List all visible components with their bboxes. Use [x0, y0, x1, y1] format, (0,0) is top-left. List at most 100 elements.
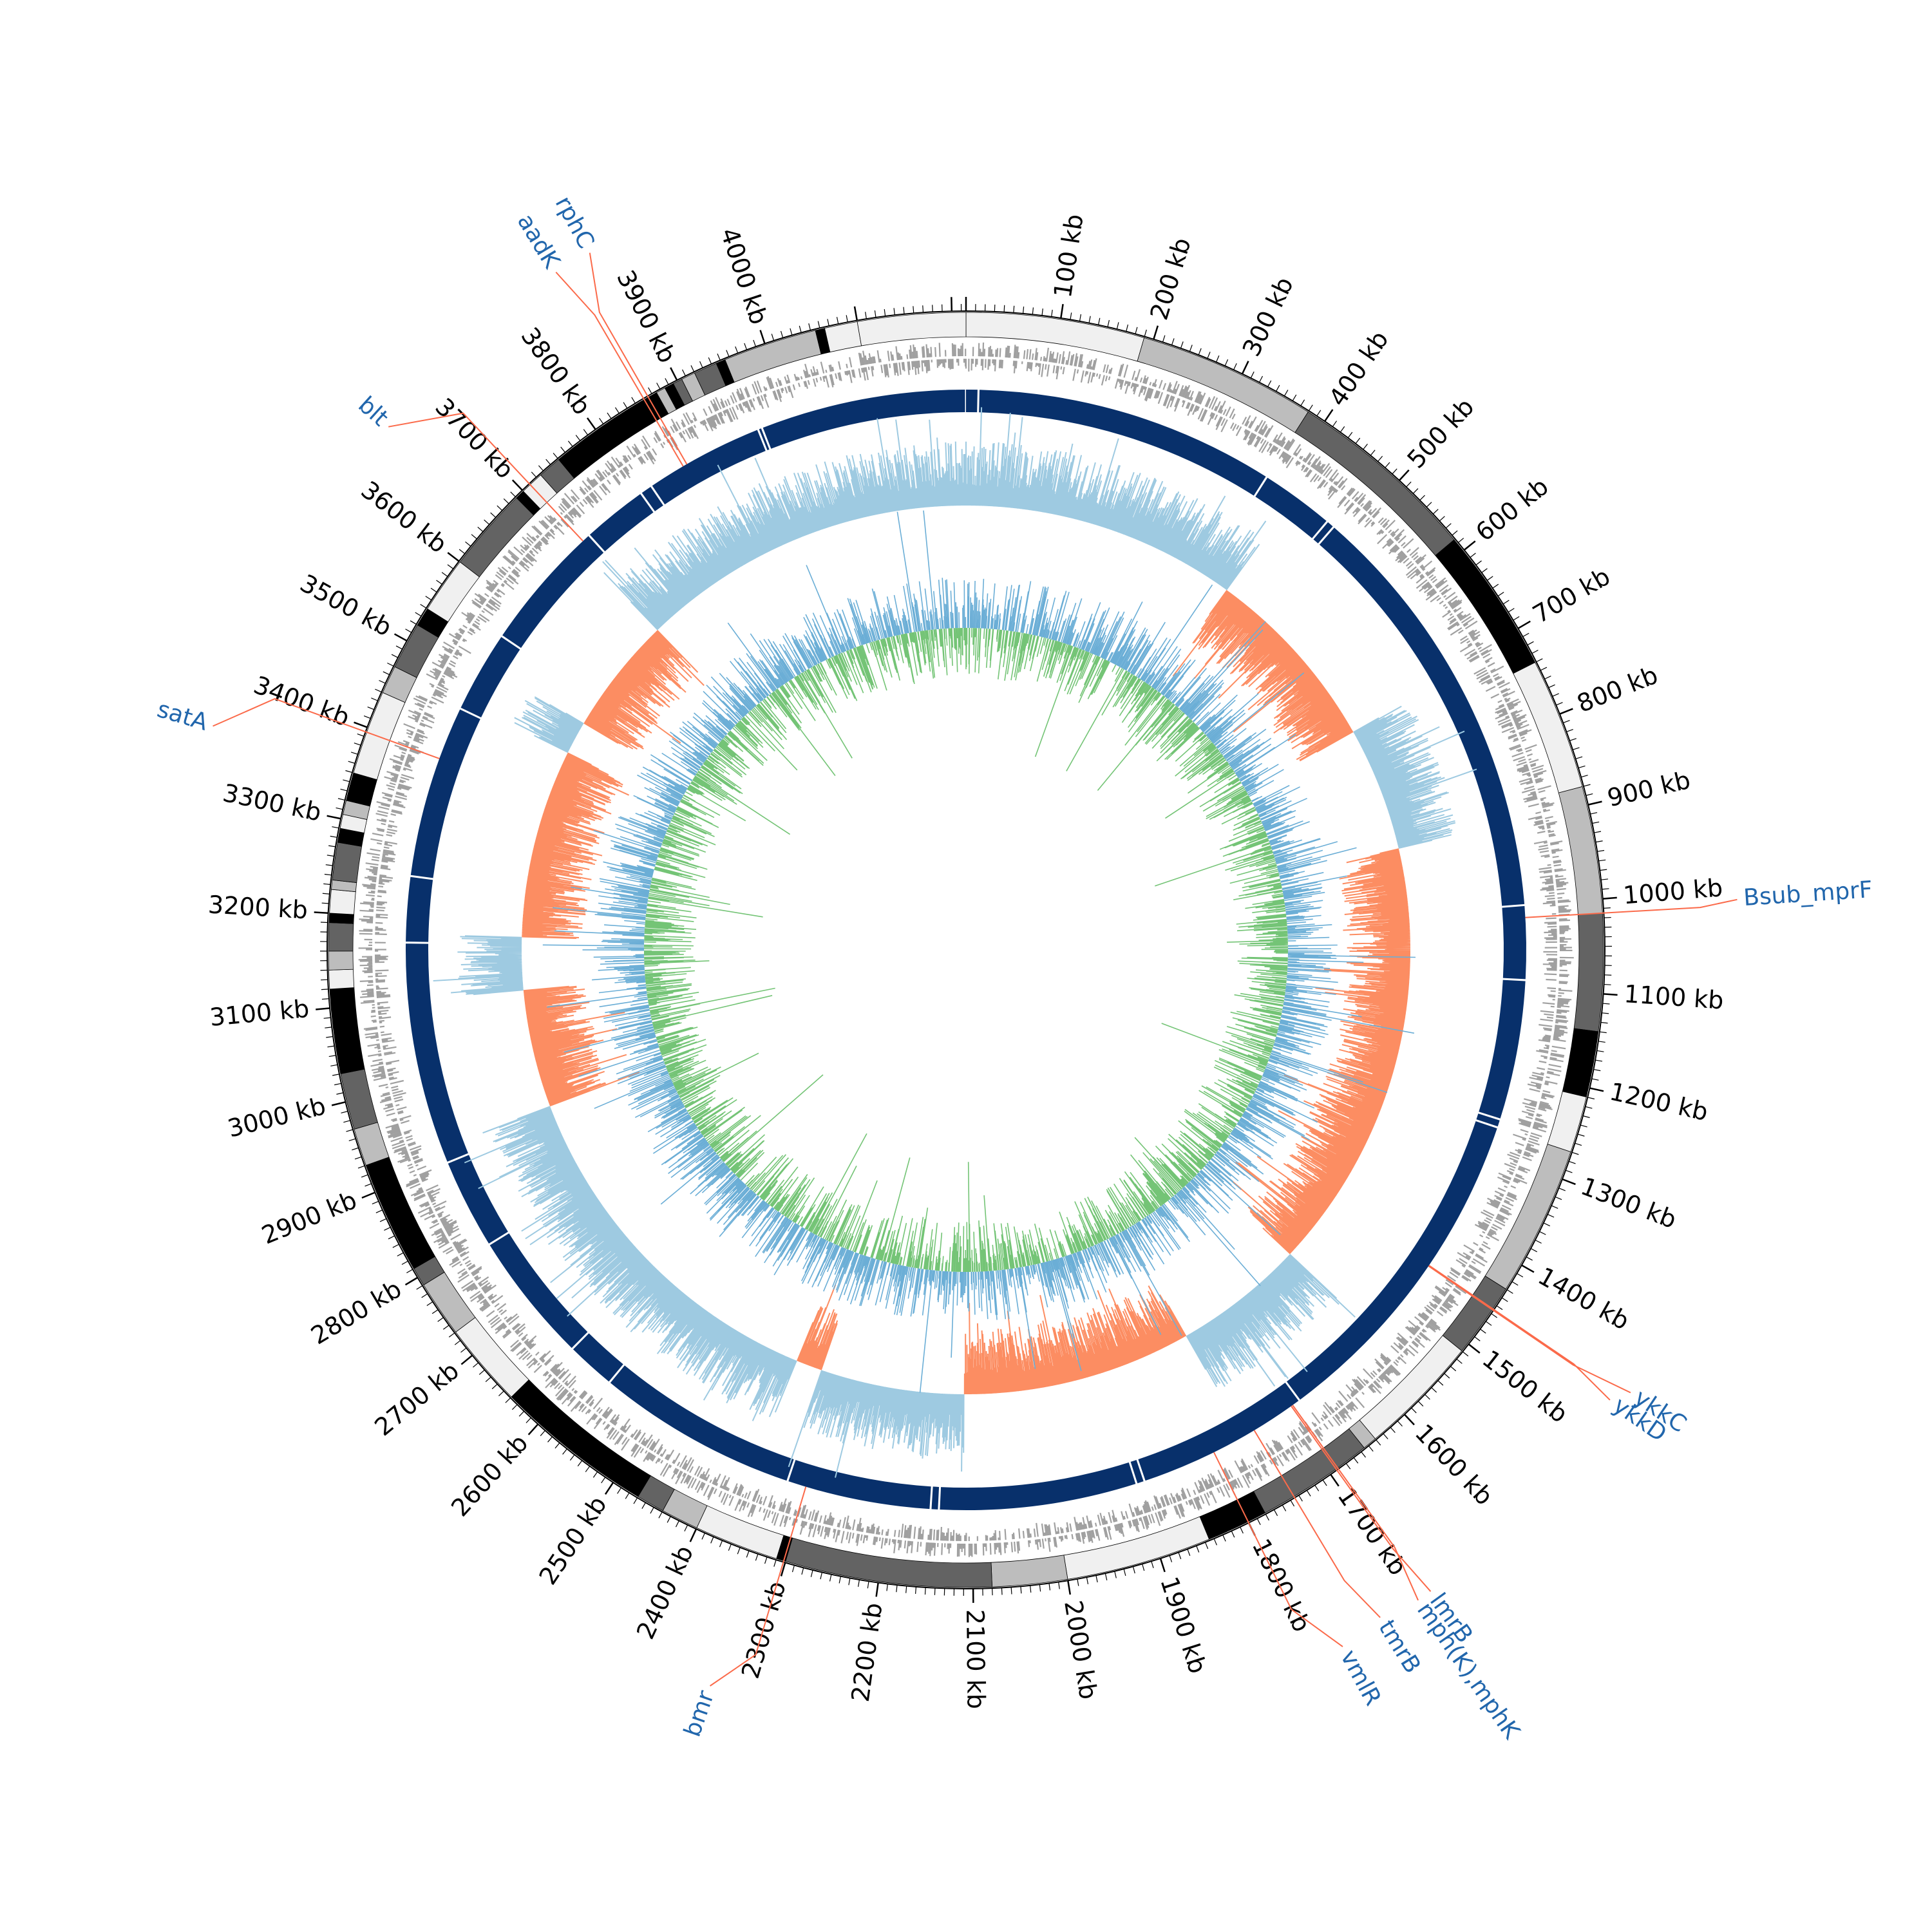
minor-tick [1363, 443, 1368, 450]
minor-tick [667, 1516, 671, 1523]
minor-tick [1039, 1584, 1041, 1592]
minor-tick [437, 1317, 444, 1322]
minor-tick [1556, 702, 1563, 706]
minor-tick [397, 1252, 404, 1256]
gene-annotation-label: bmr [679, 1687, 720, 1740]
minor-tick [1572, 747, 1580, 750]
scale-label: 3100 kb [209, 994, 310, 1032]
minor-tick [1531, 649, 1539, 654]
scale-label: 2000 kb [1059, 1598, 1103, 1701]
major-tick [1602, 896, 1617, 900]
contig-segment [329, 987, 365, 1074]
scale-label: 2500 kb [533, 1491, 612, 1589]
major-tick [511, 479, 523, 491]
scale-label: 1100 kb [1623, 980, 1725, 1015]
minor-tick [454, 1340, 461, 1345]
minor-tick [392, 1244, 399, 1248]
contig-segment [1442, 1275, 1506, 1352]
scale-label: 2600 kb [446, 1429, 533, 1522]
minor-tick [357, 734, 365, 737]
minor-tick [753, 339, 757, 347]
minor-tick [497, 505, 503, 511]
minor-tick [633, 1497, 638, 1504]
contig-segment [328, 922, 354, 952]
minor-tick [1114, 1571, 1117, 1578]
minor-tick [896, 1585, 898, 1593]
contig-segment [1573, 913, 1604, 1032]
major-tick [586, 417, 596, 430]
minor-tick [484, 519, 490, 525]
minor-tick [354, 1156, 362, 1160]
minor-tick [1240, 1526, 1244, 1534]
minor-tick [684, 1524, 688, 1532]
minor-tick [1361, 1451, 1367, 1458]
scale-label: 2200 kb [846, 1601, 888, 1703]
minor-tick [1470, 553, 1476, 558]
minor-tick [764, 1557, 768, 1564]
minor-tick [1142, 1564, 1145, 1571]
minor-tick [395, 645, 403, 650]
feature-block [502, 536, 604, 649]
minor-tick [321, 989, 328, 990]
minor-tick [1602, 1003, 1610, 1005]
major-tick [1559, 708, 1573, 715]
minor-tick [372, 1200, 379, 1205]
minor-tick [1592, 821, 1600, 824]
minor-tick [614, 407, 620, 414]
minor-tick [442, 1325, 450, 1330]
minor-tick [1171, 338, 1175, 346]
minor-tick [1079, 314, 1082, 321]
minor-tick [1530, 1248, 1537, 1253]
minor-tick [1390, 1426, 1396, 1434]
minor-tick [1233, 363, 1237, 370]
annotation-leader-line [555, 271, 684, 467]
minor-tick [648, 387, 652, 394]
feature-block [448, 1155, 508, 1244]
major-tick [393, 633, 408, 642]
minor-tick [343, 1120, 351, 1123]
minor-tick [1558, 1188, 1566, 1191]
feature-block [759, 428, 770, 451]
minor-tick [1575, 756, 1583, 759]
scale-label: 3000 kb [225, 1092, 328, 1143]
scale-label: 3700 kb [430, 393, 519, 484]
minor-tick [477, 526, 484, 533]
minor-tick [607, 412, 612, 419]
minor-tick [1030, 1585, 1032, 1593]
major-tick [1398, 469, 1410, 481]
minor-tick [1522, 632, 1530, 638]
major-tick [1330, 1473, 1340, 1487]
feature-block [1255, 477, 1327, 538]
minor-tick [1536, 658, 1543, 663]
minor-tick [1511, 1281, 1519, 1286]
minor-tick [327, 855, 334, 857]
minor-tick [913, 306, 914, 314]
minor-tick [690, 365, 695, 372]
scale-label: 1500 kb [1477, 1345, 1573, 1428]
major-tick [1517, 620, 1531, 629]
minor-tick [1180, 341, 1184, 348]
major-tick [875, 1582, 879, 1597]
minor-tick [1151, 1561, 1154, 1569]
contig-segment [1558, 786, 1603, 915]
contig-segment [354, 1122, 390, 1166]
minor-tick [383, 671, 390, 676]
minor-tick [337, 798, 345, 801]
minor-tick [401, 1260, 408, 1265]
minor-tick [1104, 1573, 1108, 1580]
minor-tick [874, 310, 876, 318]
minor-tick [1222, 1535, 1226, 1542]
minor-tick [1178, 1552, 1182, 1560]
minor-tick [348, 761, 355, 764]
minor-tick [375, 688, 382, 693]
scale-label: 3200 kb [207, 890, 308, 924]
feature-block [652, 430, 766, 505]
minor-tick [773, 1559, 777, 1567]
gc-content-ring [542, 510, 1416, 1393]
minor-tick [1586, 793, 1593, 796]
minor-tick [471, 534, 477, 540]
major-tick [1067, 1580, 1072, 1595]
minor-tick [1543, 1222, 1551, 1227]
minor-tick [1406, 481, 1412, 488]
minor-tick [367, 706, 375, 710]
